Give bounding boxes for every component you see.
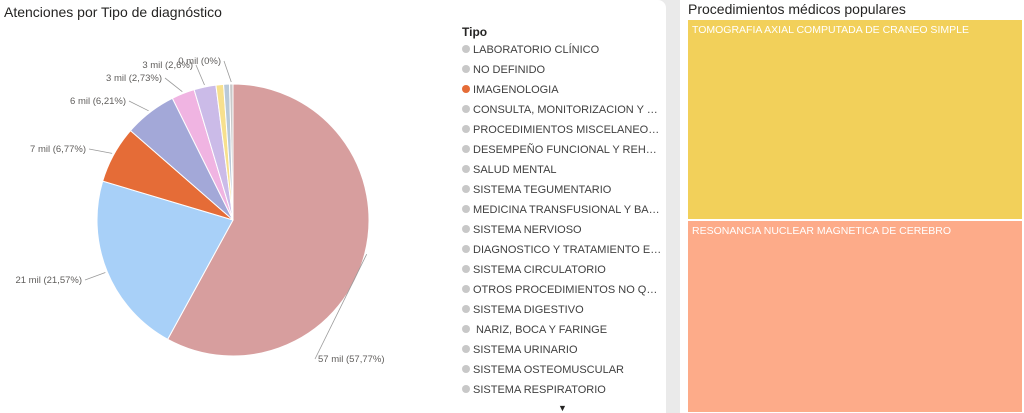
pie-data-label: 0 mil (0%) xyxy=(178,56,221,67)
legend-marker xyxy=(462,285,470,293)
legend-label: SALUD MENTAL xyxy=(473,164,557,176)
legend-title: Tipo xyxy=(462,25,488,39)
legend-marker xyxy=(462,45,470,53)
legend-label: SISTEMA OSTEOMUSCULAR xyxy=(473,364,624,376)
data-label-leader-line xyxy=(223,60,232,83)
pie-legend: Tipo LABORATORIO CLÍNICO NO DEFINIDO IMAGE… xyxy=(462,24,662,400)
legend-label: CONSULTA, MONITORIZACION Y PR... xyxy=(473,104,662,116)
legend-item[interactable]: SISTEMA DIGESTIVO xyxy=(462,300,662,320)
legend-label: SISTEMA TEGUMENTARIO xyxy=(473,184,612,196)
legend-item[interactable]: OTROS PROCEDIMIENTOS NO QUIR... xyxy=(462,280,662,300)
legend-marker xyxy=(462,105,470,113)
legend-marker xyxy=(462,65,470,73)
legend-more-caret-icon[interactable]: ▼ xyxy=(558,403,567,413)
legend-label: SISTEMA RESPIRATORIO xyxy=(473,384,606,396)
legend-label: IMAGENOLOGIA xyxy=(473,84,559,96)
legend-marker xyxy=(462,85,470,93)
legend-item[interactable]: SISTEMA URINARIO xyxy=(462,340,662,360)
legend-label: LABORATORIO CLÍNICO xyxy=(473,44,600,56)
pie-data-label: 3 mil (2,73%) xyxy=(106,73,162,84)
legend-marker xyxy=(462,265,470,273)
pie-chart: 57 mil (57,77%) 21 mil (21,57%) 7 mil (6,7… xyxy=(15,56,385,365)
legend-item[interactable]: CONSULTA, MONITORIZACION Y PR... xyxy=(462,100,662,120)
legend-label: SISTEMA NERVIOSO xyxy=(473,224,582,236)
legend-marker xyxy=(462,145,470,153)
pie-data-label: 7 mil (6,77%) xyxy=(30,144,86,155)
legend-label: NO DEFINIDO xyxy=(473,64,546,76)
data-label-leader-line xyxy=(84,272,106,281)
data-label-leader-line xyxy=(164,77,183,92)
pie-data-label: 57 mil (57,77%) xyxy=(318,354,385,365)
pie-chart-title: Atenciones por Tipo de diagnóstico xyxy=(4,4,222,20)
legend-marker xyxy=(462,225,470,233)
legend-marker xyxy=(462,245,470,253)
legend-item[interactable]: SISTEMA CIRCULATORIO xyxy=(462,260,662,280)
legend-marker xyxy=(462,125,470,133)
legend-item[interactable]: MEDICINA TRANSFUSIONAL Y BANC... xyxy=(462,200,662,220)
legend-marker xyxy=(462,385,470,393)
legend-label: DESEMPEÑO FUNCIONAL Y REHABIL... xyxy=(473,144,662,156)
legend-item[interactable]: LABORATORIO CLÍNICO xyxy=(462,40,662,60)
legend-item[interactable]: SISTEMA OSTEOMUSCULAR xyxy=(462,360,662,380)
treemap-tile[interactable]: RESONANCIA NUCLEAR MAGNETICA DE CEREBRO xyxy=(687,220,1023,413)
pie-slice[interactable] xyxy=(96,180,234,340)
data-label-leader-line xyxy=(128,100,149,112)
pie-data-label: 21 mil (21,57%) xyxy=(15,275,82,286)
legend-marker xyxy=(462,325,470,333)
data-label-leader-line xyxy=(88,148,113,154)
legend-label: DIAGNOSTICO Y TRATAMIENTO EN ... xyxy=(473,244,662,256)
treemap-tile[interactable]: TOMOGRAFIA AXIAL COMPUTADA DE CRANEO SIM… xyxy=(687,19,1023,220)
legend-marker xyxy=(462,345,470,353)
legend-item[interactable]: NARIZ, BOCA Y FARINGE xyxy=(462,320,662,340)
legend-marker xyxy=(462,365,470,373)
pie-data-label: 3 mil (2,6%) xyxy=(142,60,193,71)
legend-item[interactable]: SISTEMA NERVIOSO xyxy=(462,220,662,240)
pie-chart-panel: Atenciones por Tipo de diagnóstico 57 mi… xyxy=(0,0,666,413)
treemap-panel: Procedimientos médicos populares TOMOGRA… xyxy=(680,0,1024,413)
legend-label: OTROS PROCEDIMIENTOS NO QUIR... xyxy=(473,284,662,296)
legend-label: MEDICINA TRANSFUSIONAL Y BANC... xyxy=(473,204,662,216)
legend-item[interactable]: PROCEDIMIENTOS MISCELANEOS + xyxy=(462,120,662,140)
legend-label: NARIZ, BOCA Y FARINGE xyxy=(473,324,608,336)
legend-label: SISTEMA URINARIO xyxy=(473,344,578,356)
legend-marker xyxy=(462,205,470,213)
legend-marker xyxy=(462,165,470,173)
data-label-leader-line xyxy=(195,64,205,86)
treemap-tile-label: RESONANCIA NUCLEAR MAGNETICA DE CEREBRO xyxy=(692,225,952,237)
legend-item[interactable]: IMAGENOLOGIA xyxy=(462,80,662,100)
data-label-leader-line xyxy=(314,254,368,360)
legend-item[interactable]: SALUD MENTAL xyxy=(462,160,662,180)
legend-label: PROCEDIMIENTOS MISCELANEOS + xyxy=(473,124,662,136)
legend-label: SISTEMA CIRCULATORIO xyxy=(473,264,606,276)
legend-item[interactable]: DIAGNOSTICO Y TRATAMIENTO EN ... xyxy=(462,240,662,260)
legend-item[interactable]: SISTEMA RESPIRATORIO xyxy=(462,380,662,400)
legend-marker xyxy=(462,305,470,313)
pie-data-label: 6 mil (6,21%) xyxy=(70,96,126,107)
treemap-title: Procedimientos médicos populares xyxy=(688,1,906,17)
legend-marker xyxy=(462,185,470,193)
treemap-tile-label: TOMOGRAFIA AXIAL COMPUTADA DE CRANEO SIM… xyxy=(692,24,969,36)
pie-slice[interactable] xyxy=(167,83,370,357)
pie-slice[interactable] xyxy=(229,83,234,221)
legend-item[interactable]: NO DEFINIDO xyxy=(462,60,662,80)
legend-item[interactable]: DESEMPEÑO FUNCIONAL Y REHABIL... xyxy=(462,140,662,160)
legend-item[interactable]: SISTEMA TEGUMENTARIO xyxy=(462,180,662,200)
legend-label: SISTEMA DIGESTIVO xyxy=(473,304,584,316)
